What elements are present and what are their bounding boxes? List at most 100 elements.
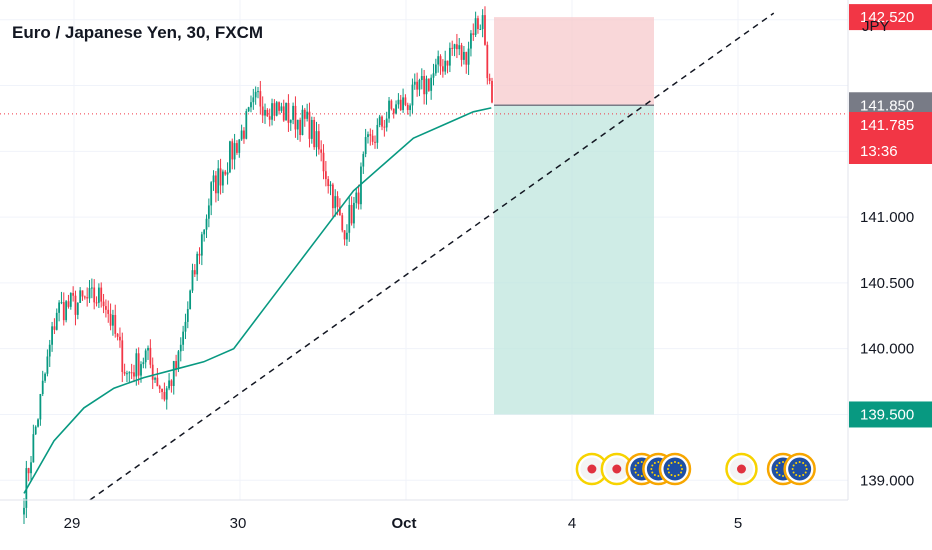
candle-body [388,100,390,119]
price-axis[interactable]: 139.000 139.500 140.000 140.500 141.000 142.5… [849,4,932,489]
candle-body [315,131,318,148]
candle-body [339,206,341,216]
candle-body [58,302,60,313]
candle-body [467,48,470,65]
candle-body [353,202,355,224]
position-zones [0,17,848,415]
time-axis[interactable]: 29 30 Oct 4 5 [64,515,743,532]
trendline [89,12,775,501]
candle-body [416,81,419,90]
candle-body [39,394,42,420]
candle-body [334,196,337,209]
candle-body [193,270,196,275]
candle-body [200,234,203,256]
candle-body [67,301,70,307]
candle-body [72,293,75,296]
candle-body [191,270,194,291]
eu-flag-star [680,468,683,470]
price-tick-label: 140.000 [860,341,914,358]
candle-body [81,290,84,297]
entry-price-badge: 141.850 [860,97,914,114]
candle-body [107,309,110,314]
candle-body [395,104,397,114]
candle-body [133,372,135,377]
candle-body [55,312,58,330]
last-price-badge: 141.785 [860,117,914,134]
eu-flag-star [795,461,798,464]
candle-body [432,73,435,78]
candle-body [420,76,423,81]
candle-body [189,290,192,310]
candle-body [79,290,82,303]
candle-body [114,314,117,334]
candle-body [327,179,330,187]
candle-body [273,103,276,116]
candle-body [303,109,306,119]
eu-flag-star [775,464,778,467]
eu-flag-star [650,468,653,470]
target-price-badge: 139.500 [860,406,914,423]
candle-body [233,143,236,160]
candle-body [252,97,255,103]
stop-price-badge: 142.520 [860,9,914,26]
candle-body [317,131,320,150]
candle-body [385,118,388,128]
candle-body [163,392,166,400]
eu-flag-star [680,471,683,474]
candle-body [268,116,271,120]
candle-body [93,287,96,303]
eu-flag-star [633,468,636,470]
candle-body [32,434,35,463]
eu-flag-star [667,471,670,474]
candle-body [341,215,344,231]
candle-body [451,47,454,49]
candle-body [69,293,72,307]
eu-flag-star [670,474,673,477]
eu-flag-star [778,461,781,464]
candle-body [278,102,280,111]
candle-body [23,507,25,515]
candle-body [165,388,168,400]
time-tick-label: 29 [64,515,81,532]
candle-body [44,373,46,381]
candle-body [261,106,264,116]
candle-body [404,97,407,105]
candle-body [109,313,112,326]
candle-body [425,78,428,95]
japan-flag-sun [612,464,622,474]
eu-flag-icon [783,452,816,486]
candle-body [367,134,369,138]
time-tick-label: 5 [734,515,742,532]
candle-body [488,78,491,81]
candle-body [102,301,105,307]
candle-body [289,119,292,123]
eu-flag-star [802,461,805,464]
candle-body [362,154,365,167]
candle-body [90,287,93,289]
candle-body [280,106,283,111]
candle-body [147,347,149,351]
event-markers [575,452,816,486]
candle-body [140,364,142,376]
candle-body [275,102,278,116]
eu-flag-star [667,464,670,467]
candle-body [320,149,323,153]
candle-body [250,102,252,108]
chart-title: Euro / Japanese Yen, 30, FXCM [12,23,263,42]
candle-body [287,102,290,123]
candle-body [357,192,360,205]
candle-body [184,321,187,332]
japan-flag-icon [575,452,609,486]
candle-body [392,108,395,114]
candle-body [76,302,79,315]
candle-body [156,377,159,387]
candle-body [88,288,91,299]
candle-body [399,99,402,111]
candle-body [51,326,53,345]
candle-body [37,419,39,427]
candle-body [477,18,479,30]
eu-flag-star [653,474,656,477]
candle-body [348,204,351,233]
candle-body [439,56,442,67]
